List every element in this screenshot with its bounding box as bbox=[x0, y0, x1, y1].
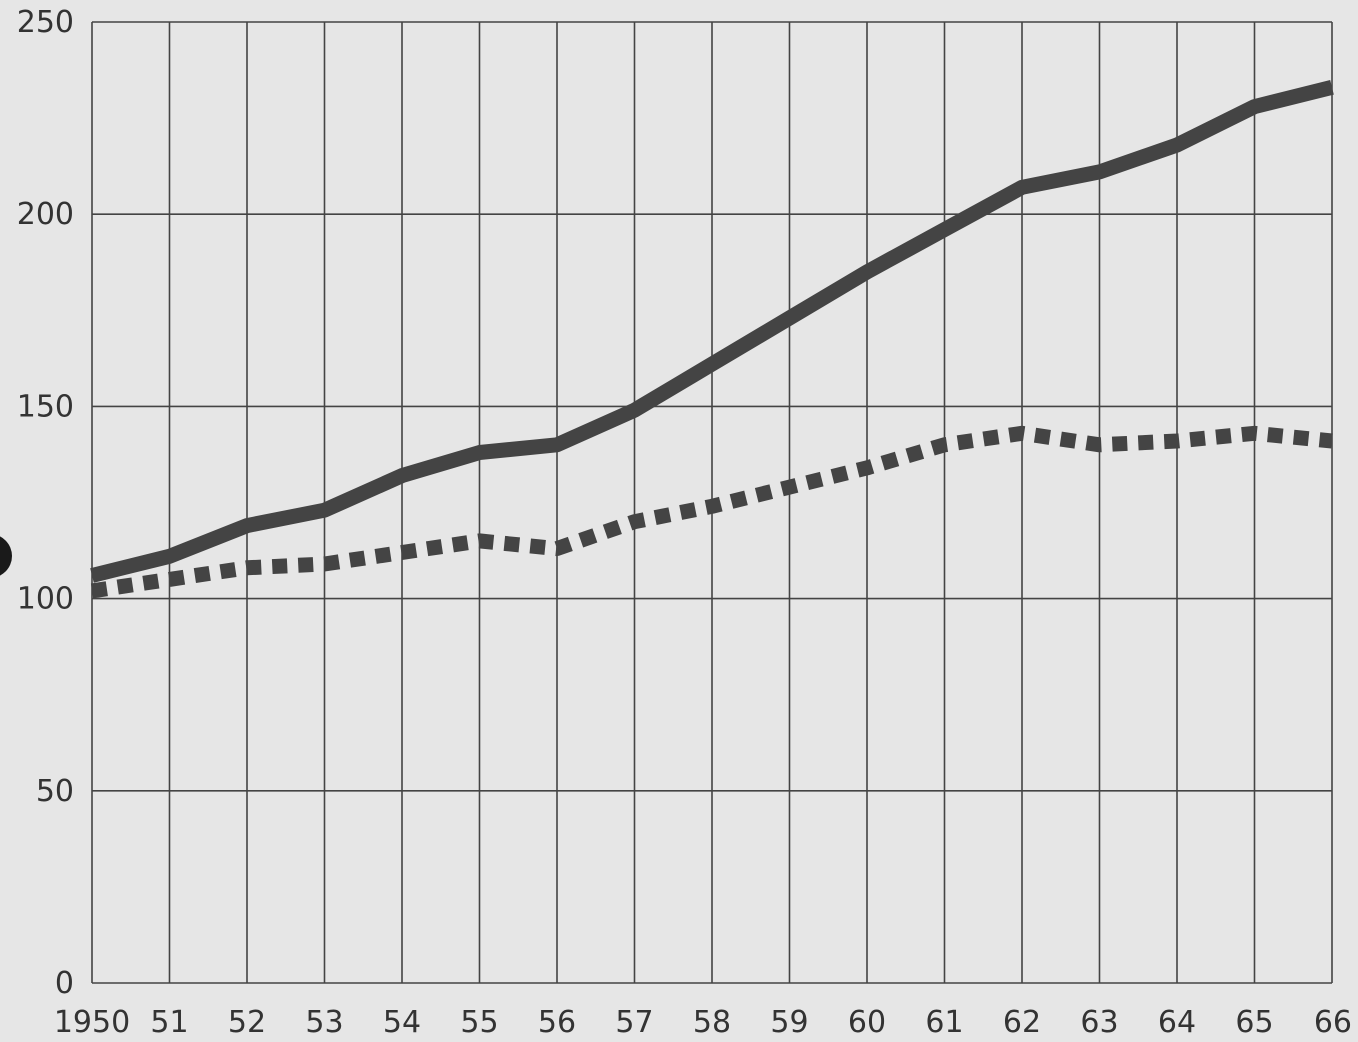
binding-hole bbox=[0, 536, 12, 576]
x-tick-label: 1950 bbox=[54, 1005, 130, 1040]
x-tick-label: 56 bbox=[538, 1005, 576, 1040]
x-tick-label: 62 bbox=[1003, 1005, 1041, 1040]
y-axis-tick-labels: 0 50 100 150 200 250 bbox=[17, 5, 74, 1001]
y-tick-label: 50 bbox=[36, 774, 74, 809]
x-tick-label: 63 bbox=[1080, 1005, 1118, 1040]
x-tick-label: 58 bbox=[693, 1005, 731, 1040]
solid-series-line bbox=[90, 80, 1334, 583]
y-tick-label: 100 bbox=[17, 582, 74, 617]
x-tick-label: 55 bbox=[460, 1005, 498, 1040]
y-tick-label: 0 bbox=[55, 966, 74, 1001]
x-tick-label: 66 bbox=[1314, 1005, 1352, 1040]
x-tick-label: 59 bbox=[770, 1005, 808, 1040]
y-tick-label: 200 bbox=[17, 197, 74, 232]
x-tick-label: 52 bbox=[228, 1005, 266, 1040]
x-tick-label: 57 bbox=[615, 1005, 653, 1040]
x-tick-label: 64 bbox=[1158, 1005, 1196, 1040]
x-tick-label: 60 bbox=[848, 1005, 886, 1040]
series-layer bbox=[90, 80, 1334, 599]
x-tick-label: 54 bbox=[383, 1005, 421, 1040]
x-tick-label: 61 bbox=[925, 1005, 963, 1040]
x-axis-tick-labels: 1950 51 52 53 54 55 56 57 58 59 60 61 62 63 64 65 66 bbox=[54, 1005, 1352, 1040]
x-tick-label: 65 bbox=[1235, 1005, 1273, 1040]
x-tick-label: 51 bbox=[150, 1005, 188, 1040]
y-tick-label: 150 bbox=[17, 389, 74, 424]
x-tick-label: 53 bbox=[305, 1005, 343, 1040]
grid bbox=[91, 21, 1333, 984]
dashed-series-line bbox=[90, 425, 1333, 599]
y-tick-label: 250 bbox=[17, 5, 74, 40]
